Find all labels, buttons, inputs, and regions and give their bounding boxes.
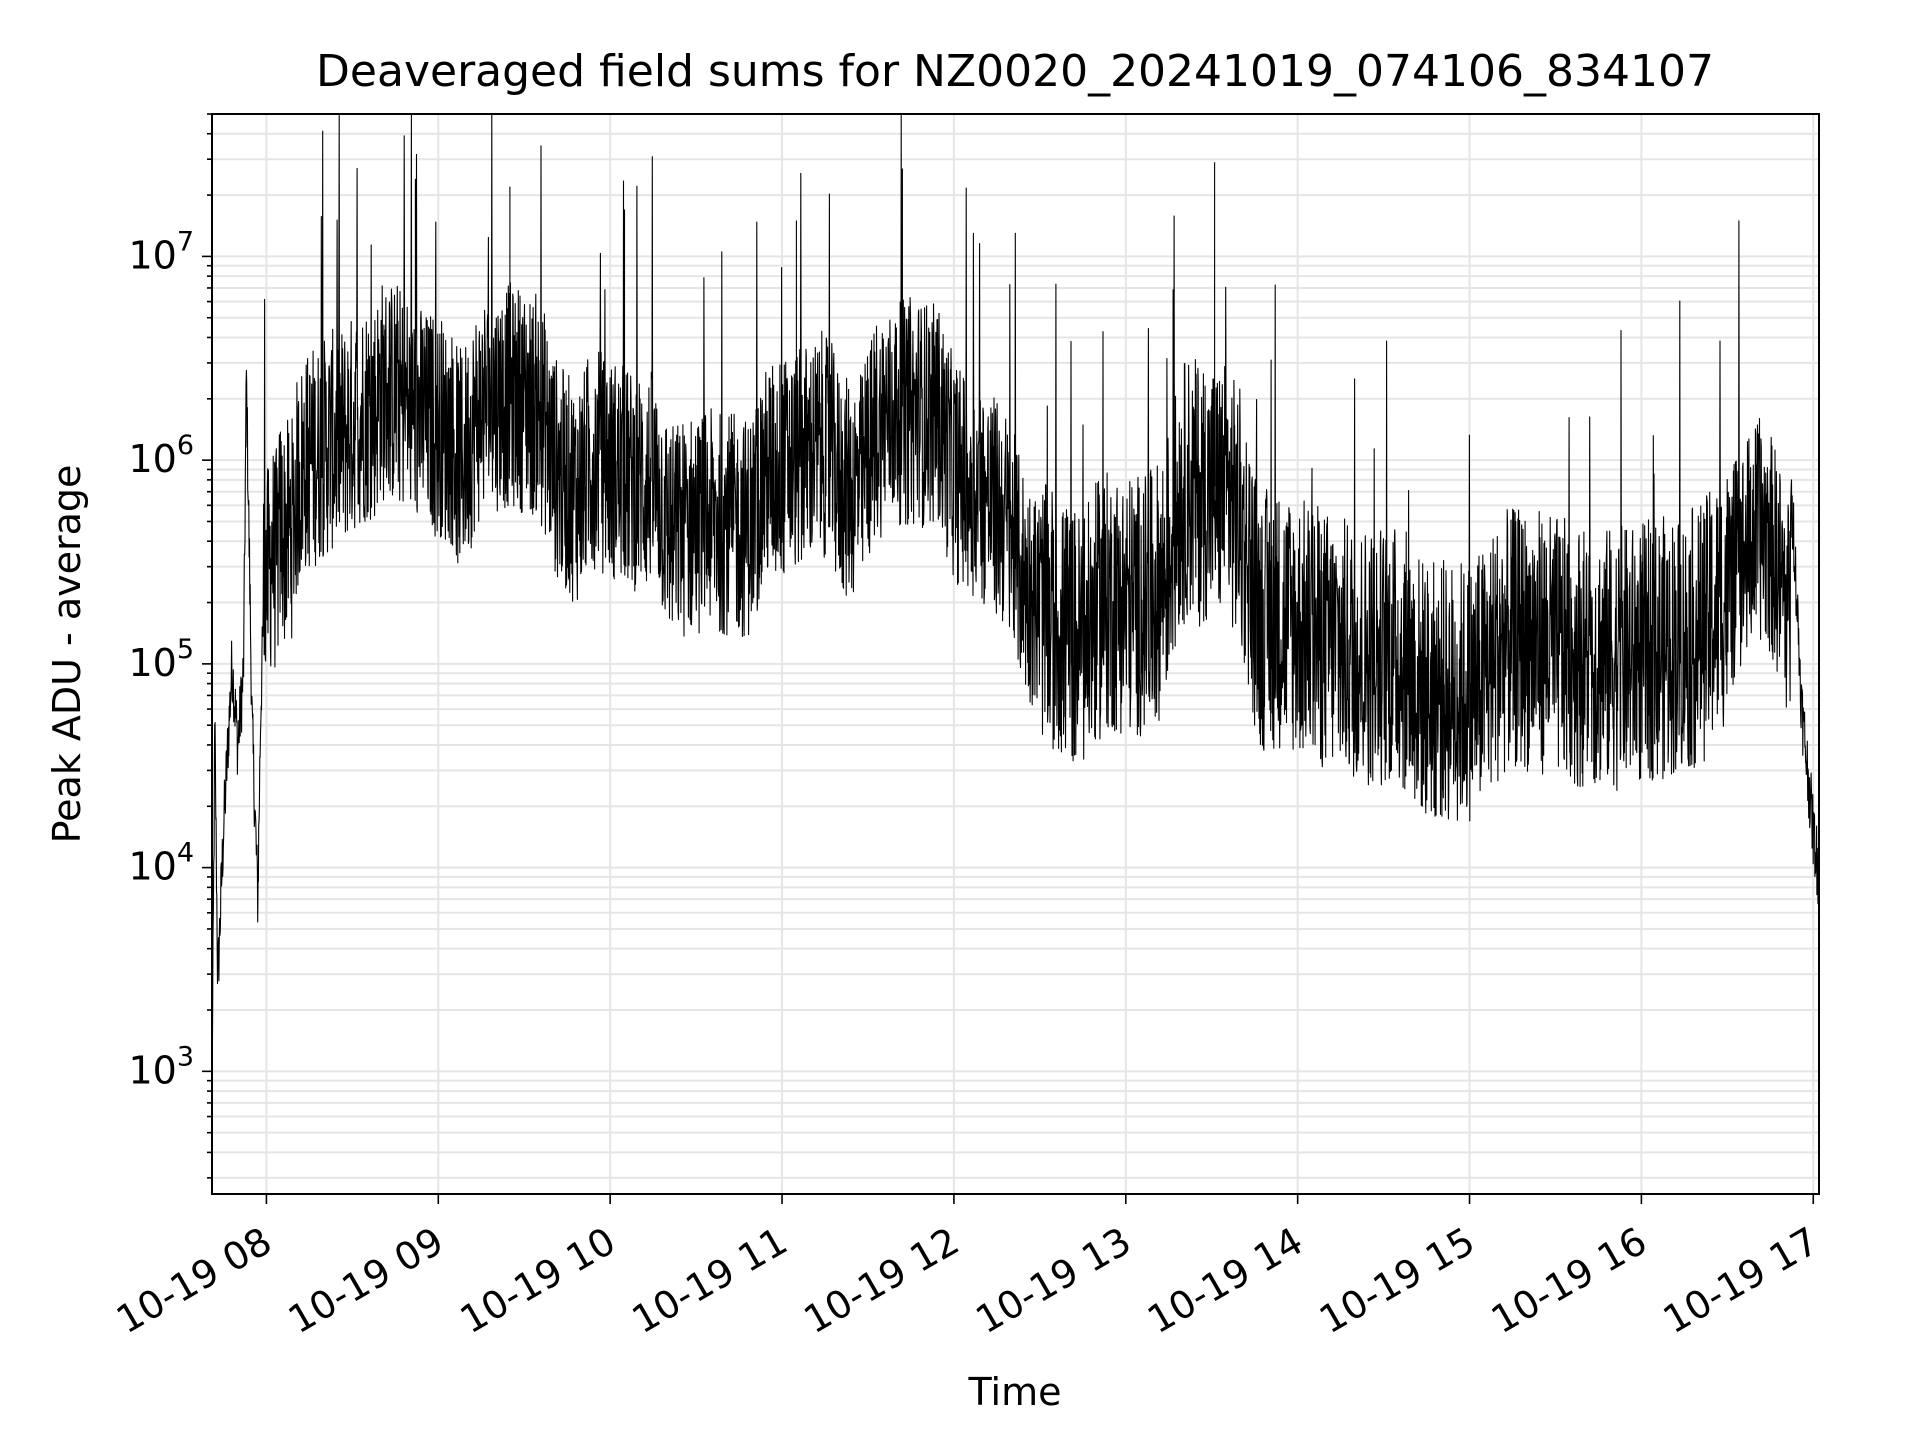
y-tick-exponent: 3 xyxy=(177,1041,194,1072)
y-tick-base: 10 xyxy=(128,437,176,481)
y-tick-exponent: 5 xyxy=(177,634,194,665)
y-tick-exponent: 6 xyxy=(177,430,194,461)
y-tick-base: 10 xyxy=(128,1048,176,1092)
y-tick-base: 10 xyxy=(128,641,176,685)
series-line xyxy=(211,113,1820,1092)
y-tick-exponent: 7 xyxy=(177,226,194,257)
y-tick-label: 104 xyxy=(128,838,194,889)
y-tick-label: 107 xyxy=(128,226,194,277)
plot-frame xyxy=(211,113,1820,1195)
x-axis-label: Time xyxy=(968,1370,1062,1414)
y-axis-label: Peak ADU - average xyxy=(45,465,89,844)
y-tick-base: 10 xyxy=(128,845,176,889)
y-tick-label: 105 xyxy=(128,634,194,685)
grid xyxy=(212,113,1819,1194)
y-tick-base: 10 xyxy=(128,233,176,277)
y-tick-label: 106 xyxy=(128,430,194,481)
y-tick-label: 103 xyxy=(128,1041,194,1092)
y-tick-exponent: 4 xyxy=(177,838,194,869)
chart-title: Deaveraged field sums for NZ0020_2024101… xyxy=(316,46,1714,97)
